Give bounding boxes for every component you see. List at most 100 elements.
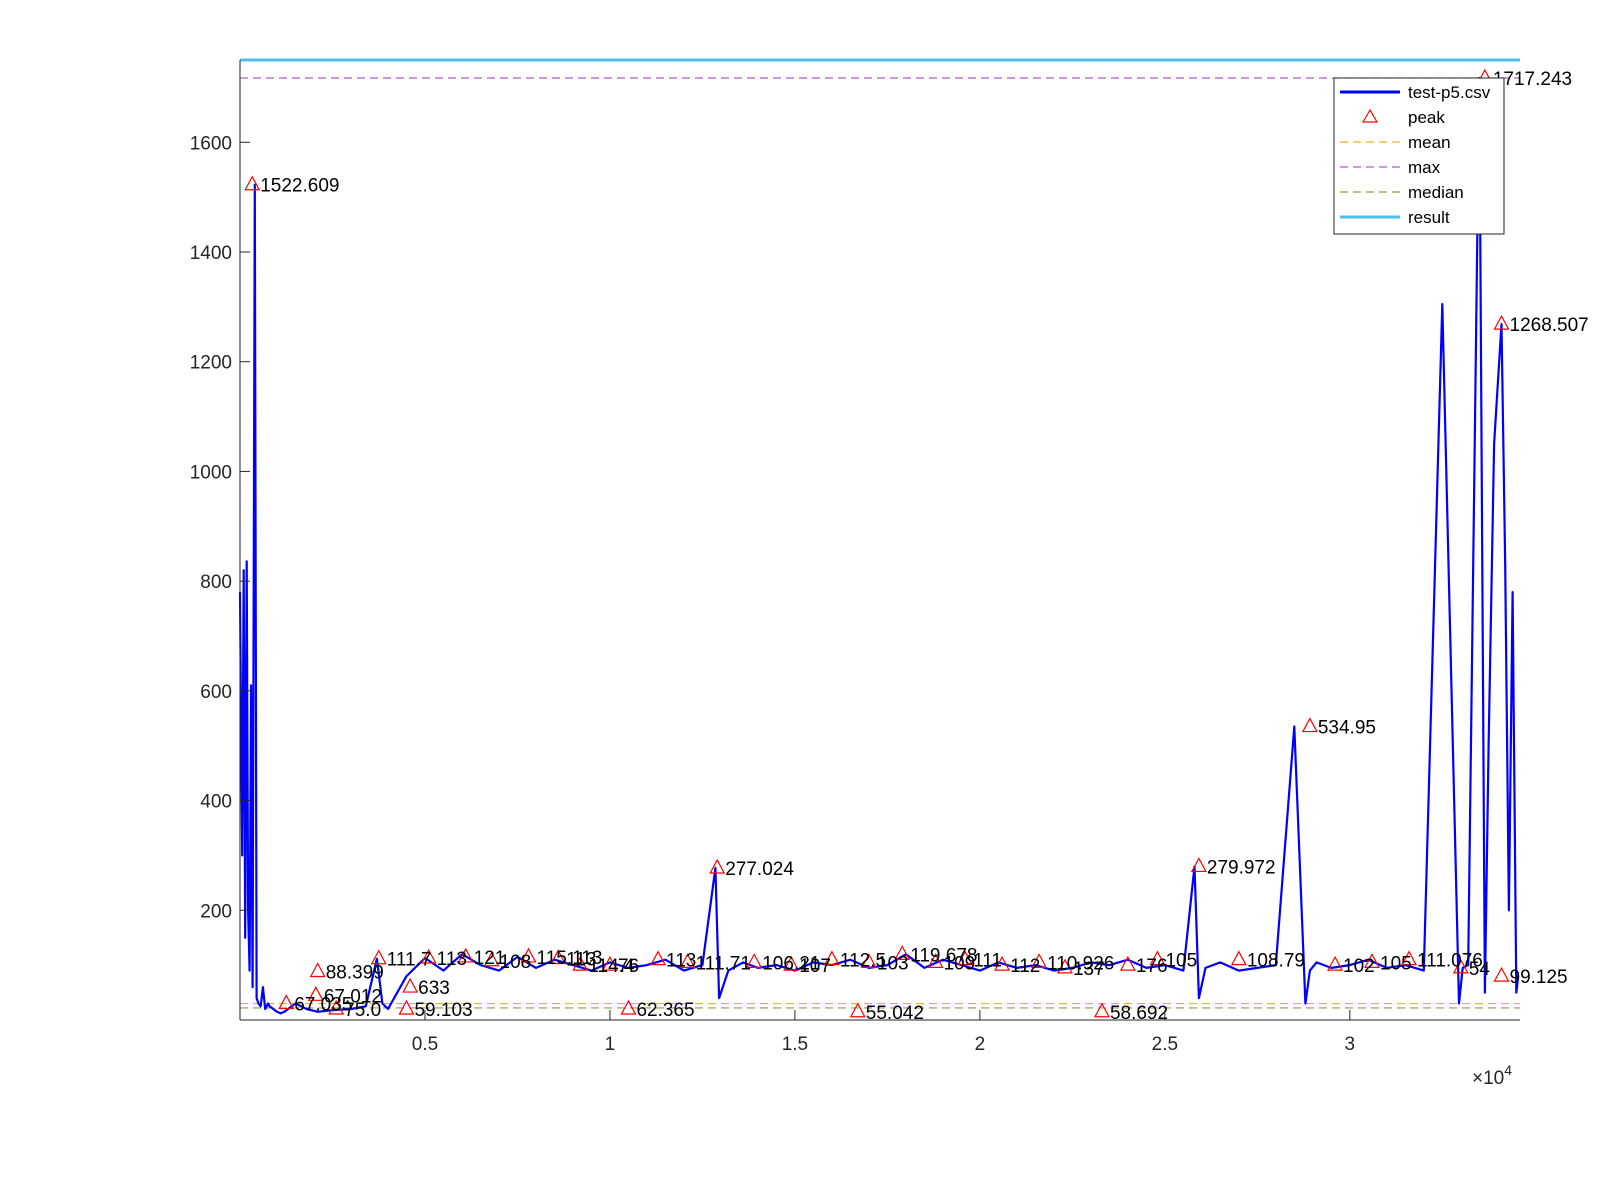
peak-markers [244, 68, 1510, 1018]
legend-label-mean: mean [1408, 133, 1451, 152]
x-exponent-label: ×104 [1472, 1062, 1512, 1089]
peak-label: 102 [1343, 956, 1375, 977]
peak-marker [244, 175, 261, 191]
peak-label: 115.113 [537, 948, 603, 969]
peak-label: 54 [1469, 959, 1491, 980]
peak-marker [1401, 950, 1418, 966]
y-tick-label: 1400 [190, 243, 232, 264]
peak-marker [860, 953, 877, 969]
peak-label: 633 [418, 978, 450, 999]
peak-marker [328, 999, 345, 1015]
peak-label: 277.024 [725, 859, 794, 880]
legend-box [1333, 77, 1505, 235]
peak-marker [1493, 966, 1510, 982]
legend-label-peak: peak [1408, 108, 1445, 127]
y-tick-label: 1000 [190, 462, 232, 483]
y-tick-label: 800 [200, 572, 232, 593]
peak-marker [1149, 950, 1166, 966]
peak-marker [1364, 953, 1381, 969]
peak-marker [994, 955, 1011, 971]
peak-marker [457, 947, 474, 963]
peak-marker [402, 977, 419, 993]
peak-marker [1031, 953, 1048, 969]
peak-label: 88.399 [326, 963, 384, 984]
peak-marker [1230, 950, 1247, 966]
peak-label: 176 [1136, 956, 1168, 977]
peak-marker [601, 955, 618, 971]
peak-label: 113 [437, 949, 467, 970]
peak-label: 112.5 [840, 951, 886, 972]
peak-label: 121 [474, 948, 506, 969]
peak-label: 534.95 [1318, 718, 1376, 739]
peak-marker [1327, 955, 1344, 971]
peak-label: 1522.609 [260, 176, 339, 197]
peak-marker [709, 858, 726, 874]
peak-label: 55.042 [866, 1003, 924, 1024]
peak-marker [927, 953, 944, 969]
y-tick-label: 400 [200, 792, 232, 813]
x-tick-label: 2 [975, 1034, 986, 1055]
peak-label: 99.125 [1510, 967, 1568, 988]
legend: test-p5.csv peak mean max median result [1333, 77, 1505, 235]
x-tick-label: 1.5 [782, 1034, 808, 1055]
plot-area [240, 60, 1520, 1020]
peak-marker [309, 962, 326, 978]
x-tick-label: 2.5 [1152, 1034, 1178, 1055]
peak-marker [483, 951, 500, 967]
peak-label: 105 [1380, 953, 1412, 974]
y-tick-label: 1600 [190, 133, 232, 154]
x-tick-label: 3 [1345, 1034, 1356, 1055]
x-tick-label: 0.5 [412, 1034, 438, 1055]
peak-label: 67.035 [294, 995, 352, 1016]
peak-marker [1119, 955, 1136, 971]
peak-marker [307, 986, 324, 1001]
peak-marker [520, 947, 537, 963]
x-tick-label: 1 [605, 1034, 616, 1055]
y-ticks: 200 400 600 800 1000 1200 1400 1600 [190, 133, 250, 922]
peak-label: 113 [666, 951, 696, 972]
peak-marker [370, 949, 387, 965]
peak-label: 106.21 [762, 953, 820, 974]
peak-marker [679, 953, 696, 969]
peak-marker [550, 949, 567, 965]
peak-marker [650, 950, 667, 966]
peak-label: 110.926 [1047, 953, 1114, 974]
legend-label-max: max [1408, 158, 1441, 177]
signal-line [238, 76, 1520, 1015]
y-tick-label: 200 [200, 901, 232, 922]
peak-label: 113 [566, 950, 596, 971]
legend-label-test-p5.csv: test-p5.csv [1408, 83, 1491, 102]
peak-label: 76 [618, 956, 639, 977]
peak-marker [420, 948, 437, 964]
legend-label-result: result [1408, 208, 1450, 227]
peak-marker [1056, 958, 1073, 974]
peak-marker [572, 955, 589, 971]
x-ticks: 0.5 1 1.5 2 2.5 3 [412, 1010, 1355, 1055]
peak-label: 111.7 [387, 950, 432, 971]
peak-label: 119.678 [910, 945, 977, 966]
peak-marker [1190, 857, 1207, 873]
peak-marker [783, 955, 800, 971]
peak-label: 67.012 [324, 986, 382, 1007]
peak-label: 108.79 [1247, 951, 1305, 972]
peak-marker [849, 1002, 866, 1018]
peak-label: 107 [799, 956, 831, 977]
peak-marker [894, 945, 911, 960]
peak-marker [823, 950, 840, 966]
y-tick-label: 600 [200, 682, 232, 703]
reference-lines [240, 58, 1520, 1009]
peak-label: 137 [1073, 959, 1105, 980]
peak-label: 58.692 [1110, 1003, 1168, 1024]
x-exponent-base: ×10 [1472, 1068, 1504, 1089]
peak-label: 111.71 [696, 953, 751, 974]
peak-marker [620, 999, 637, 1015]
peak-label: 59.103 [414, 1000, 472, 1021]
x-exponent-power: 4 [1504, 1062, 1512, 1078]
peak-label: 62.365 [636, 1000, 694, 1021]
peak-marker [278, 994, 295, 1010]
peak-marker [957, 950, 974, 966]
peak-label: 1268.507 [1510, 315, 1589, 336]
axes [239, 60, 1520, 1021]
peak-marker [1493, 314, 1510, 330]
peak-marker [1301, 717, 1318, 733]
